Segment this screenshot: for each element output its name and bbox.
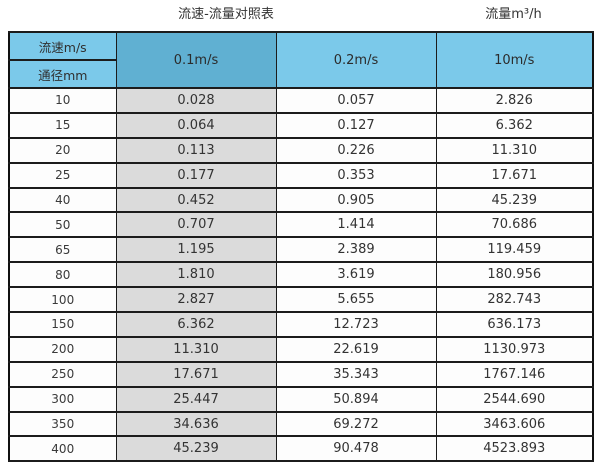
table-row: 250 17.671 35.343 1767.146	[8, 360, 594, 388]
table-row: 10 0.028 0.057 2.826	[8, 87, 594, 114]
value-cell-0-1ms: 0.113	[115, 136, 277, 164]
diameter-cell: 50	[8, 211, 117, 239]
diameter-cell: 80	[8, 261, 117, 289]
diameter-cell: 20	[8, 136, 117, 164]
column-header-0-2ms: 0.2m/s	[275, 31, 437, 89]
value-cell-0-2ms: 5.655	[275, 286, 437, 314]
diameter-cell: 300	[8, 385, 117, 413]
title-bar: 流速-流量对照表 流量m³/h	[0, 3, 600, 27]
diameter-cell: 350	[8, 410, 117, 438]
table-body: 10 0.028 0.057 2.826 15 0.064 0.127 6.362 20 0.11…	[8, 87, 594, 463]
value-cell-0-1ms: 1.195	[115, 236, 277, 264]
diameter-cell: 65	[8, 236, 117, 264]
value-cell-10ms: 1130.973	[435, 335, 594, 363]
diameter-cell: 10	[8, 87, 117, 114]
value-cell-10ms: 3463.606	[435, 410, 594, 438]
value-cell-10ms: 2544.690	[435, 385, 594, 413]
diameter-cell: 40	[8, 186, 117, 214]
value-cell-0-2ms: 12.723	[275, 311, 437, 338]
value-cell-10ms: 4523.893	[435, 435, 594, 463]
table-row: 350 34.636 69.272 3463.606	[8, 410, 594, 438]
value-cell-0-2ms: 0.353	[275, 161, 437, 189]
table-row: 15 0.064 0.127 6.362	[8, 111, 594, 139]
header-row-bottom: 通径mm	[8, 59, 593, 89]
value-cell-0-2ms: 69.272	[275, 410, 437, 438]
diameter-cell: 200	[8, 335, 117, 363]
table-row: 400 45.239 90.478 4523.893	[8, 435, 594, 463]
value-cell-0-1ms: 25.447	[115, 385, 277, 413]
value-cell-0-1ms: 1.810	[115, 261, 277, 289]
diameter-cell: 15	[8, 111, 117, 139]
value-cell-0-2ms: 1.414	[275, 211, 437, 239]
flow-unit-label: 流量m³/h	[485, 7, 542, 22]
table-row: 25 0.177 0.353 17.671	[8, 161, 594, 189]
value-cell-10ms: 1767.146	[435, 360, 594, 388]
value-cell-10ms: 45.239	[435, 186, 594, 214]
value-cell-10ms: 2.826	[435, 87, 594, 114]
value-cell-10ms: 70.686	[435, 211, 594, 239]
value-cell-0-2ms: 2.389	[275, 236, 437, 264]
value-cell-0-2ms: 35.343	[275, 360, 437, 388]
value-cell-0-1ms: 0.452	[115, 186, 277, 214]
diameter-cell: 100	[8, 286, 117, 314]
table-row: 300 25.447 50.894 2544.690	[8, 385, 594, 413]
value-cell-0-1ms: 0.028	[115, 87, 277, 114]
table-row: 200 11.310 22.619 1130.973	[8, 335, 594, 363]
value-cell-0-1ms: 0.064	[115, 111, 277, 139]
value-cell-0-1ms: 0.177	[115, 161, 277, 189]
value-cell-0-1ms: 17.671	[115, 360, 277, 388]
column-header-0-1ms: 0.1m/s	[115, 31, 277, 89]
value-cell-0-2ms: 0.226	[275, 136, 437, 164]
header-row-top: 流速m/s 0.1m/s 0.2m/s 10m/s	[8, 31, 594, 89]
table-row: 150 6.362 12.723 636.173	[8, 311, 594, 338]
value-cell-10ms: 636.173	[435, 311, 594, 338]
value-cell-0-1ms: 45.239	[115, 435, 277, 463]
value-cell-0-2ms: 22.619	[275, 335, 437, 363]
value-cell-0-2ms: 90.478	[275, 435, 437, 463]
table-header: 流速m/s 0.1m/s 0.2m/s 10m/s 通径mm	[8, 31, 594, 89]
flow-rate-table: 流速m/s 0.1m/s 0.2m/s 10m/s 通径mm 10 0.028 0.…	[8, 31, 594, 463]
value-cell-10ms: 6.362	[435, 111, 594, 139]
table-row: 100 2.827 5.655 282.743	[8, 286, 594, 314]
value-cell-0-2ms: 0.905	[275, 186, 437, 214]
table-row: 40 0.452 0.905 45.239	[8, 186, 594, 214]
table-row: 20 0.113 0.226 11.310	[8, 136, 594, 164]
diameter-cell: 250	[8, 360, 117, 388]
value-cell-10ms: 180.956	[435, 261, 594, 289]
diameter-cell: 25	[8, 161, 117, 189]
diameter-cell: 400	[8, 435, 117, 463]
table-row: 80 1.810 3.619 180.956	[8, 261, 594, 289]
value-cell-0-1ms: 34.636	[115, 410, 277, 438]
value-cell-0-1ms: 11.310	[115, 335, 277, 363]
value-cell-0-2ms: 0.057	[275, 87, 437, 114]
value-cell-0-1ms: 0.707	[115, 211, 277, 239]
value-cell-10ms: 119.459	[435, 236, 594, 264]
value-cell-0-2ms: 3.619	[275, 261, 437, 289]
value-cell-0-2ms: 50.894	[275, 385, 437, 413]
value-cell-10ms: 11.310	[435, 136, 594, 164]
table-row: 65 1.195 2.389 119.459	[8, 236, 594, 264]
page-title: 流速-流量对照表	[178, 7, 274, 22]
value-cell-10ms: 17.671	[435, 161, 594, 189]
table-row: 50 0.707 1.414 70.686	[8, 211, 594, 239]
value-cell-0-1ms: 2.827	[115, 286, 277, 314]
value-cell-0-2ms: 0.127	[275, 111, 437, 139]
corner-header-diameter: 通径mm	[8, 59, 117, 89]
corner-header-flow-speed: 流速m/s	[8, 31, 117, 61]
column-header-10ms: 10m/s	[435, 31, 594, 89]
value-cell-0-1ms: 6.362	[115, 311, 277, 338]
diameter-cell: 150	[8, 311, 117, 338]
value-cell-10ms: 282.743	[435, 286, 594, 314]
